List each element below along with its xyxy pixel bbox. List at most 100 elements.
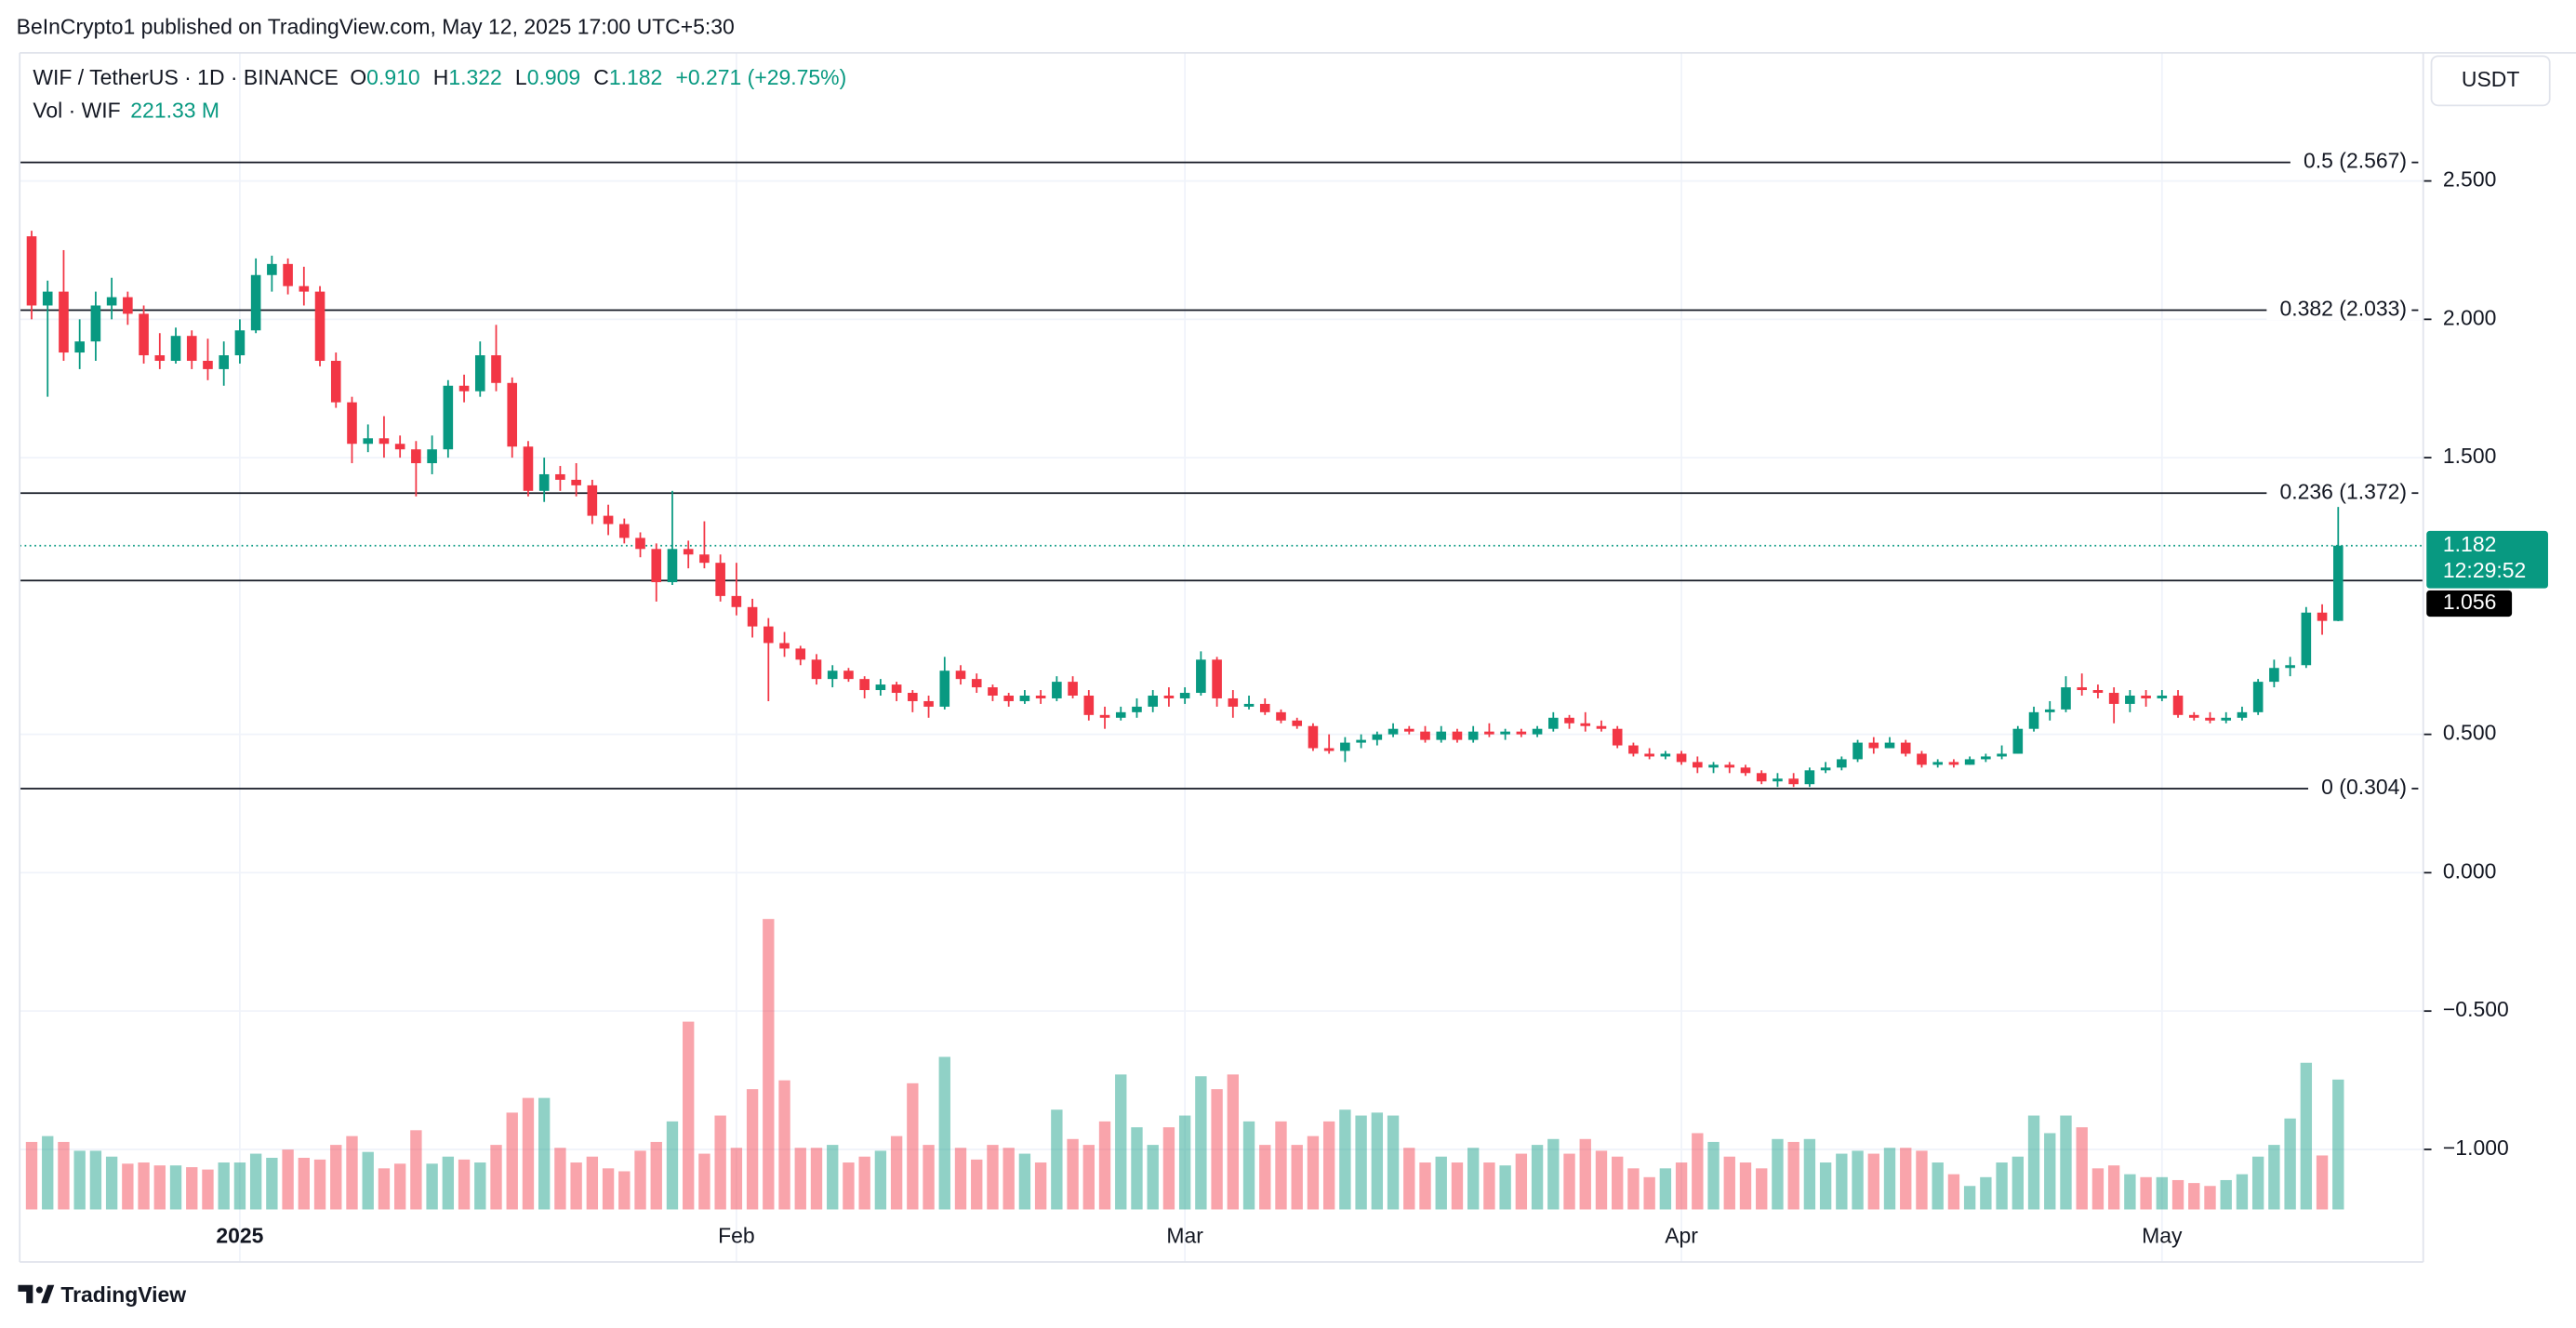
candle-body: [699, 554, 710, 564]
candle-layer: [26, 231, 2344, 788]
volume-bar: [666, 1121, 679, 1210]
candle-body: [1212, 659, 1222, 698]
ohlc-key: O: [350, 65, 366, 89]
candle-body: [1660, 753, 1671, 757]
volume-bar: [730, 1148, 743, 1210]
y-tick-label: 0.000: [2443, 858, 2496, 883]
volume-bar: [58, 1141, 70, 1210]
volume-bar: [233, 1162, 246, 1210]
fib-level-label: 0.382 (2.033): [2279, 297, 2407, 321]
candle-body: [1083, 695, 1095, 715]
candle-body: [1548, 717, 1559, 729]
volume-bar: [346, 1135, 358, 1210]
candle-body: [555, 473, 565, 480]
volume-bar: [186, 1167, 198, 1210]
candle-body: [971, 679, 982, 688]
currency-button[interactable]: [2430, 55, 2551, 107]
volume-bar: [1996, 1162, 2008, 1210]
candle-body: [1981, 756, 1991, 760]
candle-body: [2092, 690, 2104, 694]
volume-bar: [2332, 1079, 2344, 1210]
candle-body: [764, 626, 774, 644]
ohlc-value: 1.322: [448, 65, 501, 89]
candle-body: [2237, 711, 2248, 718]
candle-body: [474, 355, 485, 392]
volume-bar: [570, 1162, 582, 1210]
volume-bar: [298, 1157, 311, 1210]
volume-bar: [827, 1145, 839, 1210]
candle-body: [330, 360, 341, 403]
volume-bar: [266, 1157, 278, 1210]
candle-body: [139, 313, 149, 356]
candle-body: [1708, 764, 1719, 768]
candle-body: [1323, 748, 1334, 751]
logo-mark: [18, 1284, 33, 1304]
volume-bar: [393, 1163, 406, 1210]
published-line: BeInCrypto1 published on TradingView.com…: [17, 14, 735, 38]
fib-level-label: 0.236 (1.372): [2279, 479, 2407, 503]
candle-body: [571, 479, 581, 485]
volume-bar: [73, 1150, 86, 1210]
candle-body: [2157, 695, 2168, 698]
candle-body: [2221, 717, 2232, 721]
volume-bar: [313, 1159, 326, 1210]
candle-body: [1932, 762, 1943, 765]
candle-body: [1820, 767, 1831, 771]
candle-body: [1115, 711, 1126, 718]
candle-body: [2172, 695, 2184, 715]
volume-bar: [1659, 1168, 1672, 1210]
volume-bar: [1723, 1156, 1735, 1210]
support-label: 1.056: [2443, 590, 2496, 614]
candle-body: [2141, 695, 2151, 698]
volume-bar: [2012, 1156, 2024, 1210]
candle-body: [1773, 778, 1783, 782]
candle-body: [1388, 728, 1399, 735]
x-tick-label: May: [2142, 1224, 2183, 1248]
volume-bar: [938, 1056, 950, 1210]
ohlc-value: 1.182: [609, 65, 662, 89]
volume-bar: [1307, 1135, 1320, 1210]
volume-bar: [2140, 1176, 2152, 1210]
volume-bar: [2300, 1062, 2313, 1210]
candle-body: [1564, 717, 1574, 724]
candle-body: [443, 385, 454, 450]
candle-body: [683, 549, 694, 555]
volume-bar: [1531, 1145, 1544, 1210]
candle-body: [2252, 682, 2264, 712]
candle-body: [267, 263, 277, 275]
candle-body: [1644, 753, 1654, 757]
ohlc-value: 0.909: [527, 65, 580, 89]
volume-bar: [1098, 1121, 1111, 1210]
countdown-label: 12:29:52: [2443, 558, 2526, 582]
candle-body: [2028, 711, 2039, 729]
candle-body: [1628, 745, 1639, 754]
volume-bar: [843, 1162, 855, 1210]
symbol: WIF / TetherUS · 1D · BINANCE: [33, 65, 339, 89]
volume-bar: [650, 1141, 662, 1210]
volume-bar: [1211, 1089, 1223, 1210]
candle-body: [203, 360, 213, 369]
volume-bar: [1867, 1153, 1879, 1210]
volume-bar: [1322, 1121, 1335, 1210]
x-tick-label: Mar: [1166, 1224, 1203, 1248]
candle-body: [715, 563, 725, 596]
volume-bar: [42, 1135, 54, 1210]
volume-bar: [1612, 1156, 1624, 1210]
volume-bar: [1595, 1150, 1608, 1210]
candle-body: [26, 236, 37, 306]
currency-label[interactable]: USDT: [2462, 67, 2519, 91]
candle-body: [1580, 723, 1591, 726]
candle-body: [859, 679, 870, 691]
candle-body: [955, 671, 966, 680]
volume-layer: [25, 919, 2344, 1210]
volume-bar: [1900, 1148, 1912, 1210]
candle-body: [411, 449, 421, 464]
candle-body: [603, 515, 614, 525]
volume-bar: [1387, 1115, 1400, 1210]
volume-bar: [1403, 1148, 1415, 1210]
volume-bar: [2027, 1115, 2040, 1210]
volume-bar: [1819, 1162, 1832, 1210]
x-tick-label: Apr: [1665, 1224, 1698, 1248]
